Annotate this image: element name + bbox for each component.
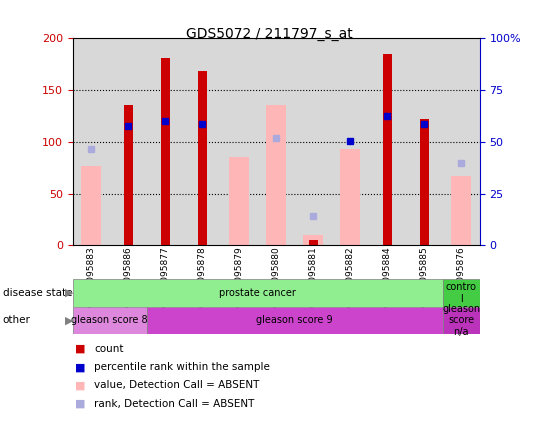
Bar — [303, 235, 323, 245]
Text: other: other — [3, 316, 31, 325]
Bar — [383, 54, 392, 245]
Text: gleason score 8: gleason score 8 — [72, 316, 148, 325]
Text: contro
l: contro l — [446, 282, 476, 304]
Bar — [443, 307, 480, 334]
Text: ■: ■ — [75, 362, 86, 372]
Bar — [73, 307, 147, 334]
Text: value, Detection Call = ABSENT: value, Detection Call = ABSENT — [94, 380, 260, 390]
Text: disease state: disease state — [3, 288, 72, 298]
Text: count: count — [94, 344, 124, 354]
Text: GDS5072 / 211797_s_at: GDS5072 / 211797_s_at — [186, 27, 353, 41]
Bar — [147, 307, 443, 334]
Text: ▶: ▶ — [65, 316, 73, 325]
Text: gleason
score
n/a: gleason score n/a — [442, 304, 480, 337]
Bar — [309, 240, 318, 245]
Bar — [443, 279, 480, 307]
Bar — [73, 279, 443, 307]
Text: ▶: ▶ — [65, 288, 73, 298]
Bar — [419, 119, 429, 245]
Bar — [161, 58, 170, 245]
Text: ■: ■ — [75, 398, 86, 409]
Bar — [266, 105, 286, 245]
Text: percentile rank within the sample: percentile rank within the sample — [94, 362, 270, 372]
Bar — [198, 71, 207, 245]
Text: ■: ■ — [75, 380, 86, 390]
Text: gleason score 9: gleason score 9 — [257, 316, 333, 325]
Text: prostate cancer: prostate cancer — [219, 288, 296, 298]
Bar — [340, 149, 361, 245]
Text: ■: ■ — [75, 344, 86, 354]
Text: rank, Detection Call = ABSENT: rank, Detection Call = ABSENT — [94, 398, 255, 409]
Bar — [451, 176, 472, 245]
Bar — [81, 165, 101, 245]
Bar — [123, 105, 133, 245]
Bar — [229, 157, 250, 245]
